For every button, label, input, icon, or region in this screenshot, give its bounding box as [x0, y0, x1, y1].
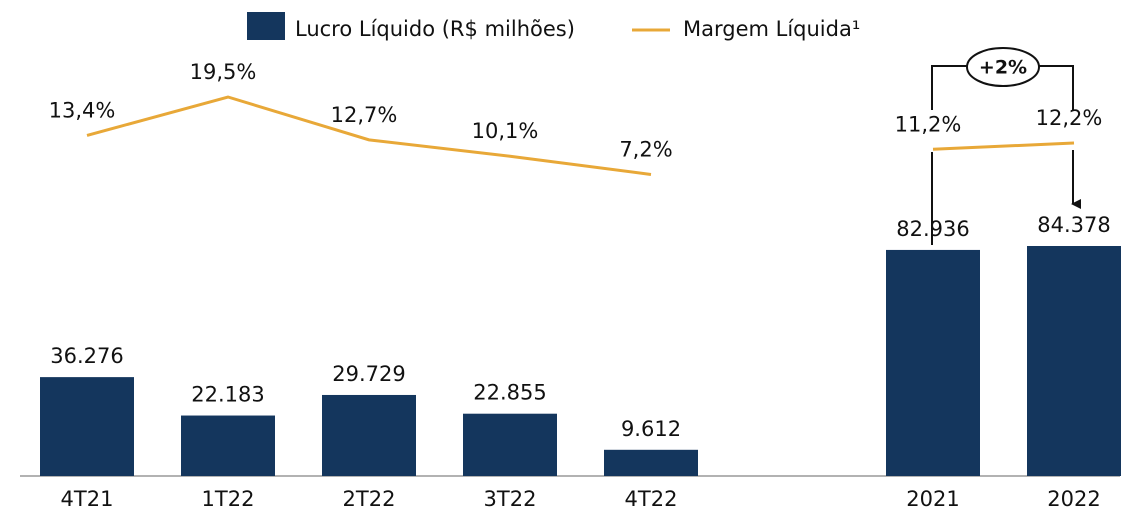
x-tick-label: 2021	[906, 487, 959, 511]
bar	[1027, 246, 1121, 476]
line-label: 11,2%	[895, 112, 962, 136]
bar-label: 29.729	[332, 362, 405, 386]
x-tick-label: 2022	[1047, 487, 1100, 511]
bar-label: 84.378	[1037, 213, 1110, 237]
bar-label: 82.936	[896, 217, 969, 241]
line-label: 12,2%	[1036, 106, 1103, 130]
x-tick-label: 2T22	[343, 487, 396, 511]
line-label: 10,1%	[472, 119, 539, 143]
bar-label: 36.276	[50, 344, 123, 368]
line-label: 13,4%	[49, 98, 116, 122]
x-tick-label: 3T22	[484, 487, 537, 511]
x-tick-label: 4T22	[625, 487, 678, 511]
line-label: 7,2%	[619, 137, 672, 161]
line	[86, 95, 652, 176]
bar	[40, 377, 134, 476]
bar	[322, 394, 416, 476]
bar-label: 22.183	[191, 383, 264, 407]
bar	[181, 415, 275, 476]
annotation: +2%	[979, 57, 1027, 79]
legend-label: Lucro Líquido (R$ milhões)	[295, 17, 575, 41]
x-tick-label: 4T21	[61, 487, 114, 511]
line-label: 19,5%	[190, 60, 257, 84]
line	[932, 141, 1075, 151]
bar	[604, 449, 698, 476]
bar-label: 22.855	[473, 381, 546, 405]
x-tick-label: 1T22	[202, 487, 255, 511]
line-label: 12,7%	[331, 103, 398, 127]
legend-swatch	[247, 12, 285, 40]
bar-label: 9.612	[621, 417, 681, 441]
bar	[886, 249, 980, 476]
legend-label: Margem Líquida¹	[683, 17, 860, 41]
growth-bracket	[931, 47, 1081, 245]
bar	[463, 413, 557, 476]
